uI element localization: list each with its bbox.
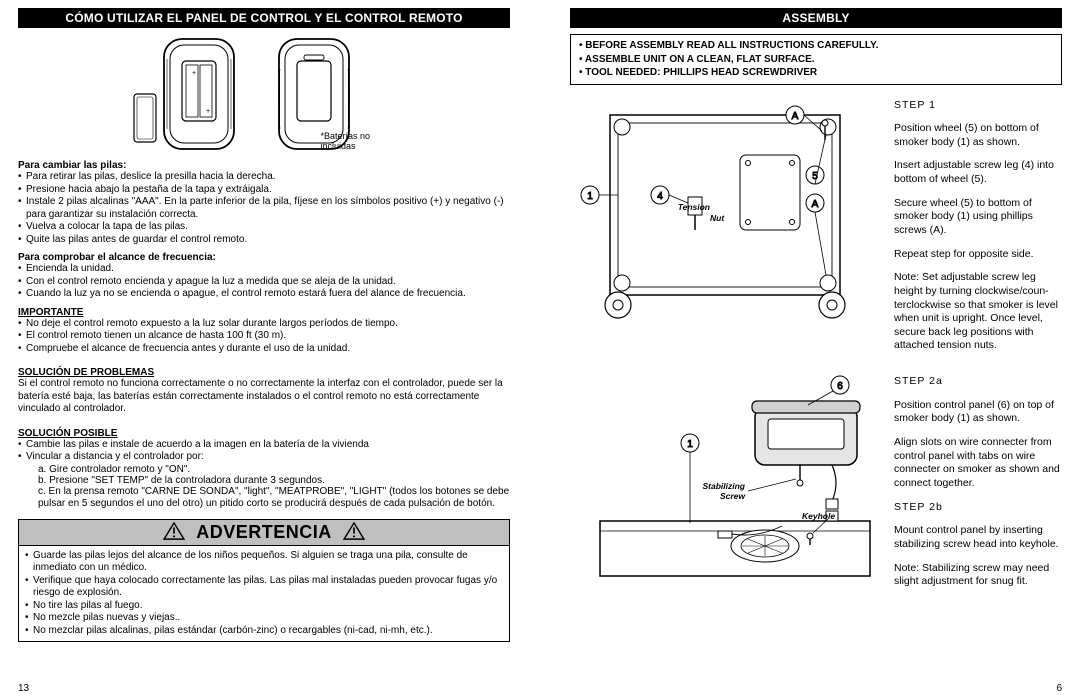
svg-text:Stabilizing: Stabilizing [703,481,746,491]
page-number-left: 13 [18,683,29,694]
battery-note-l2: incluidas [320,141,355,151]
list-item: Cuando la luz ya no se encienda o apague… [18,288,510,301]
svg-text:1: 1 [587,191,593,202]
list-item: BEFORE ASSEMBLY READ ALL INSTRUCTIONS CA… [585,40,878,51]
battery-note-l1: *Baterías no [320,131,370,141]
step2a-label: STEP 2a [894,375,1062,389]
body-text: Position control panel (6) on top of smo… [894,399,1062,426]
list-item: Cambie las pilas e instale de acuerdo a … [18,439,510,452]
list-item: Con el control remoto encienda y apague … [18,276,510,289]
body-text: Note: Stabilizing screw may need slight … [894,562,1062,589]
step1-label: STEP 1 [894,99,1062,113]
svg-text:Screw: Screw [720,491,746,501]
list-item: No mezcle pilas nuevas y viejas.. [25,612,503,625]
warning-box: ADVERTENCIA Guarde las pilas lejos del a… [18,519,510,643]
step2-row: 6 1 Stabilizing Screw Keyhole [570,371,1062,599]
solution-head: SOLUCIÓN POSIBLE [18,428,510,439]
body-text: Align slots on wire connecter from contr… [894,436,1062,491]
step1-row: 1 4 A 5 A [570,95,1062,364]
svg-text:Keyhole: Keyhole [802,511,835,521]
list-item: Instale 2 pilas alcalinas "AAA". En la p… [18,196,510,221]
list-item: Quite las pilas antes de guardar el cont… [18,234,510,247]
assembly-instructions-box: • BEFORE ASSEMBLY READ ALL INSTRUCTIONS … [570,34,1062,85]
svg-text:1: 1 [687,439,693,450]
body-text: Repeat step for opposite side. [894,248,1062,262]
body-text: Insert adjustable screw leg (4) into bot… [894,159,1062,186]
left-title: CÓMO UTILIZAR EL PANEL DE CONTROL Y EL C… [18,8,510,28]
warning-icon [163,522,185,540]
step2b-label: STEP 2b [894,501,1062,515]
list-item: Vuelva a colocar la tapa de las pilas. [18,221,510,234]
body-text: Secure wheel (5) to bottom of smoker bod… [894,197,1062,238]
list-item: Vincular a distancia y el controlador po… [18,451,510,464]
remote-illustration: + + [18,34,510,154]
list-item: Presione hacia abajo la pestaña de la ta… [18,184,510,197]
list-item: No tire las pilas al fuego. [25,600,503,613]
list-item: Compruebe el alcance de frecuencia antes… [18,343,510,356]
warning-title: ADVERTENCIA [196,522,331,542]
step1-text: STEP 1 Position wheel (5) on bottom of s… [880,95,1062,364]
solution-list: Cambie las pilas e instale de acuerdo a … [18,439,510,464]
freq-range-list: Encienda la unidad. Con el control remot… [18,263,510,301]
change-batteries-list: Para retirar las pilas, deslice la presi… [18,171,510,246]
list-item: Para retirar las pilas, deslice la presi… [18,171,510,184]
svg-text:Nut: Nut [710,213,725,223]
troubleshoot-head: SOLUCIÓN DE PROBLEMAS [18,367,510,378]
battery-note: *Baterías no incluidas [320,132,370,152]
list-item: El control remoto tienen un alcance de h… [18,330,510,343]
svg-text:+: + [206,108,210,115]
warning-icon [343,522,365,540]
left-page: CÓMO UTILIZAR EL PANEL DE CONTROL Y EL C… [0,0,540,698]
svg-text:Tension: Tension [678,202,710,212]
diagram-step2: 6 1 Stabilizing Screw Keyhole [570,371,880,589]
list-item: No deje el control remoto expuesto a la … [18,318,510,331]
list-item: Verifique que haya colocado correctament… [25,575,503,600]
important-list: No deje el control remoto expuesto a la … [18,318,510,356]
change-batteries-head: Para cambiar las pilas: [18,160,510,171]
freq-range-head: Para comprobar el alcance de frecuencia: [18,252,510,263]
svg-text:A: A [792,111,799,122]
right-title: ASSEMBLY [570,8,1062,28]
svg-text:4: 4 [657,191,663,202]
warning-header: ADVERTENCIA [19,520,509,546]
warning-list: Guarde las pilas lejos del alcance de lo… [25,550,503,638]
svg-text:6: 6 [837,381,843,392]
solution-sublist: a. Gire controlador remoto y "ON". b. Pr… [18,464,510,511]
list-item: ASSEMBLE UNIT ON A CLEAN, FLAT SURFACE. [585,54,815,65]
page-number-right: 6 [1056,683,1062,694]
list-item: TOOL NEEDED: PHILLIPS HEAD SCREWDRIVER [585,67,817,78]
svg-text:+: + [192,70,196,77]
list-item: Encienda la unidad. [18,263,510,276]
step2-text: STEP 2a Position control panel (6) on to… [880,371,1062,599]
body-text: Note: Set adjustable screw leg height by… [894,271,1062,353]
list-item: a. Gire controlador remoto y "ON". [38,464,510,475]
body-text: Mount control panel by inserting stabili… [894,524,1062,551]
svg-text:A: A [812,199,819,210]
list-item: Guarde las pilas lejos del alcance de lo… [25,550,503,575]
diagram-step1: 1 4 A 5 A [570,95,880,338]
list-item: c. En la prensa remoto "CARNE DE SONDA",… [38,486,510,511]
right-page: ASSEMBLY • BEFORE ASSEMBLY READ ALL INST… [540,0,1080,698]
troubleshoot-text: Si el control remoto no funciona correct… [18,378,510,416]
important-head: IMPORTANTE [18,307,510,318]
list-item: b. Presione "SET TEMP" de la controlador… [38,475,510,486]
body-text: Position wheel (5) on bottom of smoker b… [894,122,1062,149]
list-item: No mezclar pilas alcalinas, pilas estánd… [25,625,503,638]
